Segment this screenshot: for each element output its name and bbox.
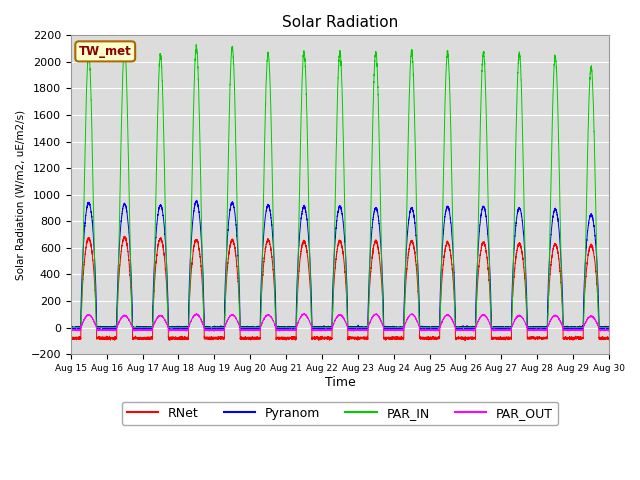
Line: PAR_IN: PAR_IN: [71, 45, 609, 327]
PAR_OUT: [301, 311, 308, 316]
PAR_IN: [193, 42, 200, 48]
RNet: [461, 338, 469, 344]
RNet: [250, 336, 257, 341]
RNet: [605, 336, 613, 341]
PAR_OUT: [605, 327, 613, 333]
PAR_IN: [582, 204, 590, 210]
RNet: [322, 335, 330, 341]
Pyranom: [322, 325, 330, 331]
RNet: [582, 266, 590, 272]
PAR_IN: [67, 324, 75, 330]
Text: TW_met: TW_met: [79, 45, 132, 58]
PAR_IN: [460, 324, 468, 330]
Title: Solar Radiation: Solar Radiation: [282, 15, 398, 30]
Line: Pyranom: Pyranom: [71, 200, 609, 328]
PAR_OUT: [461, 327, 468, 333]
Pyranom: [67, 325, 75, 331]
PAR_OUT: [582, 318, 590, 324]
PAR_IN: [250, 324, 257, 330]
Pyranom: [576, 325, 584, 331]
PAR_IN: [576, 324, 584, 330]
RNet: [460, 336, 468, 342]
RNet: [576, 335, 584, 341]
PAR_IN: [476, 165, 483, 171]
RNet: [67, 335, 75, 341]
Legend: RNet, Pyranom, PAR_IN, PAR_OUT: RNet, Pyranom, PAR_IN, PAR_OUT: [122, 402, 558, 425]
Pyranom: [193, 197, 200, 203]
Y-axis label: Solar Radiation (W/m2, uE/m2/s): Solar Radiation (W/m2, uE/m2/s): [15, 109, 25, 280]
X-axis label: Time: Time: [324, 376, 355, 389]
PAR_IN: [322, 324, 330, 330]
PAR_OUT: [205, 328, 213, 334]
Pyranom: [582, 240, 590, 246]
Pyranom: [67, 325, 75, 331]
Pyranom: [250, 324, 258, 330]
Pyranom: [476, 227, 483, 232]
PAR_IN: [605, 324, 613, 330]
PAR_OUT: [476, 316, 483, 322]
PAR_OUT: [576, 328, 584, 334]
RNet: [121, 233, 129, 239]
Line: RNet: RNet: [71, 236, 609, 341]
PAR_OUT: [250, 327, 257, 333]
RNet: [476, 259, 483, 264]
Line: PAR_OUT: PAR_OUT: [71, 313, 609, 331]
Pyranom: [461, 324, 468, 330]
PAR_OUT: [67, 327, 75, 333]
PAR_OUT: [322, 327, 330, 333]
Pyranom: [605, 324, 613, 330]
